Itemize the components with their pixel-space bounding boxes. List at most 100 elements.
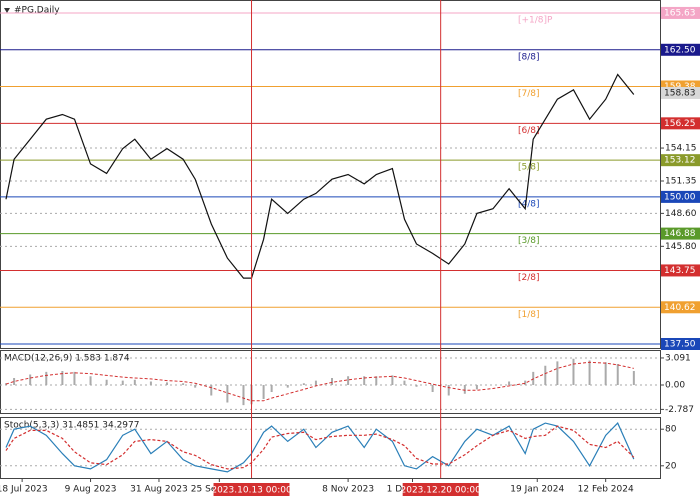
title-icon — [4, 8, 10, 13]
y-tick-label: 148.60 — [665, 209, 697, 219]
last-price-box — [661, 86, 700, 99]
marker-label: 2023.10.13 00:00 — [211, 486, 292, 496]
price-box — [661, 337, 700, 350]
y-tick-label: 154.15 — [665, 144, 697, 154]
histogram-bar — [210, 385, 213, 396]
histogram-bar — [331, 378, 334, 385]
price-box — [661, 264, 700, 277]
histogram-bar — [29, 374, 32, 385]
x-tick-label: 8 Nov 2023 — [322, 485, 374, 495]
y-tick-label: 151.35 — [665, 177, 697, 187]
histogram-bar — [121, 380, 124, 385]
price-label: 140.62 — [664, 303, 696, 313]
price-box — [661, 190, 700, 203]
price-label: 150.00 — [664, 192, 696, 202]
y-tick-label: 3.091 — [665, 353, 691, 363]
histogram-bar — [572, 358, 575, 385]
histogram-bar — [415, 385, 418, 387]
marker-box — [213, 483, 290, 496]
murray-label: [7/8] — [518, 89, 540, 99]
murray-label: [+1/8]P — [518, 15, 553, 25]
histogram-bar — [13, 378, 16, 385]
x-tick-label: 31 Aug 2023 — [130, 485, 188, 495]
histogram-bar — [632, 371, 635, 385]
y-tick-label: 20 — [665, 461, 677, 471]
histogram-bar — [403, 380, 406, 385]
murray-label: [1/8] — [518, 310, 540, 320]
x-tick-label: 19 Jan 2024 — [510, 485, 564, 495]
price-box — [661, 301, 700, 314]
murray-label: [6/8] — [518, 126, 540, 136]
histogram-bar — [431, 385, 434, 392]
histogram-bar — [447, 385, 450, 396]
histogram-bar — [182, 383, 185, 385]
histogram-bar — [314, 380, 317, 385]
histogram-bar — [363, 376, 366, 385]
price-label: 156.25 — [664, 119, 696, 129]
macd-title: MACD(12,26,9) 1.583 1.874 — [4, 354, 130, 364]
histogram-bar — [508, 381, 511, 385]
y-tick-label: 80 — [665, 425, 677, 435]
histogram-bar — [73, 371, 76, 385]
line — [5, 425, 635, 470]
histogram-bar — [347, 376, 350, 385]
histogram-bar — [302, 383, 305, 385]
murray-label: [4/8] — [518, 199, 540, 209]
histogram-bar — [286, 385, 289, 388]
price-label: 146.88 — [664, 229, 696, 239]
y-tick-label: 0.00 — [665, 381, 685, 391]
last-price-label: 158.83 — [664, 88, 696, 98]
histogram-bar — [262, 385, 265, 399]
price-label: 153.12 — [664, 156, 696, 166]
stoch-title: Stoch(5,3,3) 31.4851 34.2977 — [4, 421, 139, 431]
histogram-bar — [544, 365, 547, 385]
x-tick-label: 12 Feb 2024 — [578, 485, 634, 495]
line — [5, 73, 635, 279]
histogram-bar — [463, 385, 466, 394]
price-box — [661, 117, 700, 130]
price-box — [661, 154, 700, 167]
marker-box — [402, 483, 479, 496]
murray-label: [2/8] — [518, 273, 540, 283]
marker-label: 2023.12.20 00:00 — [401, 486, 482, 496]
price-box — [661, 43, 700, 56]
murray-label: [8/8] — [518, 52, 540, 62]
price-box — [661, 6, 700, 19]
price-label: 137.50 — [664, 339, 696, 349]
histogram-bar — [45, 371, 48, 385]
histogram-bar — [604, 362, 607, 385]
x-tick-label: 18 Jul 2023 — [0, 485, 48, 495]
histogram-bar — [61, 371, 64, 385]
histogram-bar — [375, 376, 378, 385]
histogram-bar — [242, 385, 245, 406]
histogram-bar — [270, 385, 273, 392]
y-tick-label: -2.787 — [665, 405, 694, 415]
histogram-bar — [524, 380, 527, 385]
histogram-bar — [166, 382, 169, 385]
price-label: 143.75 — [664, 266, 696, 276]
price-label: 165.63 — [664, 8, 696, 18]
histogram-bar — [588, 360, 591, 385]
x-tick-label: 9 Aug 2023 — [65, 485, 117, 495]
murray-label: [3/8] — [518, 236, 540, 246]
histogram-bar — [475, 385, 478, 390]
histogram-bar — [149, 381, 152, 385]
histogram-bar — [133, 379, 136, 385]
histogram-bar — [226, 385, 229, 403]
murray-label: [5/8] — [518, 163, 540, 173]
histogram-bar — [194, 385, 197, 388]
chart-title: #PG,Daily — [14, 6, 60, 16]
y-tick-label: 145.80 — [665, 242, 697, 252]
panel-frame — [0, 417, 661, 479]
price-label: 162.50 — [664, 45, 696, 55]
histogram-bar — [391, 375, 394, 385]
price-box — [661, 227, 700, 240]
histogram-bar — [105, 379, 108, 385]
histogram-bar — [616, 364, 619, 385]
panel-frame — [0, 0, 661, 349]
panel-frame — [0, 350, 661, 414]
histogram-bar — [556, 361, 559, 385]
signal-line — [5, 361, 634, 402]
